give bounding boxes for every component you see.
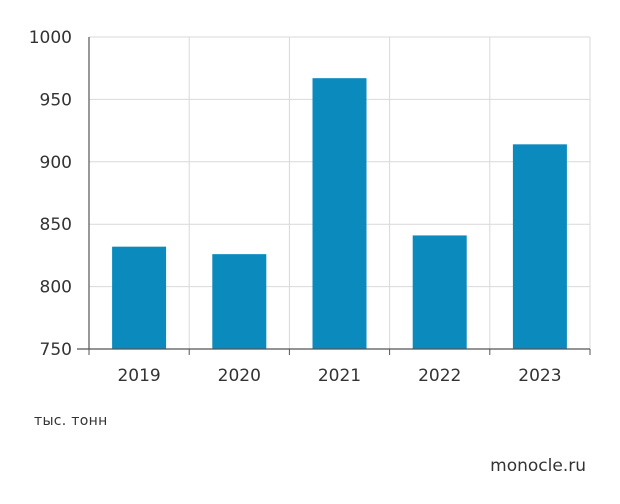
y-tick-label: 950	[40, 90, 72, 110]
unit-note: тыс. тонн	[34, 413, 108, 429]
x-tick-label: 2020	[218, 366, 261, 386]
x-tick-label: 2022	[418, 366, 461, 386]
y-tick-label: 750	[40, 340, 72, 360]
x-tick-labels: 2019 2020 2021 2022 2023	[117, 366, 561, 386]
y-tick-label: 900	[40, 153, 72, 173]
y-tick-label: 800	[40, 278, 72, 298]
y-tick-labels: 750 800 850 900 950 1000	[29, 28, 72, 360]
bars	[112, 78, 567, 350]
grid-lines	[89, 36, 591, 349]
y-tick-label: 850	[40, 215, 72, 235]
x-tick-label: 2021	[318, 366, 361, 386]
x-tick-label: 2023	[518, 366, 561, 386]
x-tick-label: 2019	[117, 366, 160, 386]
y-tick-label: 1000	[29, 28, 72, 48]
bar-2023	[512, 144, 567, 349]
bar-2020	[212, 254, 267, 349]
bar-2019	[112, 246, 167, 349]
bar-2022	[412, 235, 467, 349]
axes	[77, 37, 591, 355]
source-credit: monocle.ru	[490, 456, 586, 476]
bar-2021	[312, 78, 367, 350]
